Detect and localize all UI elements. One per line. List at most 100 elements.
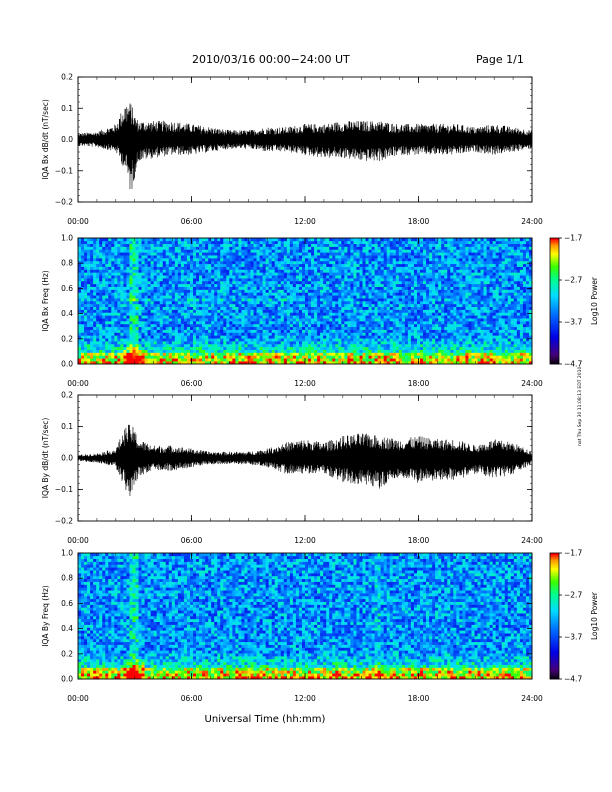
spectrogram-cell bbox=[368, 275, 372, 279]
spectrogram-cell bbox=[238, 272, 242, 276]
spectrogram-cell bbox=[114, 338, 118, 342]
spectrogram-cell bbox=[398, 252, 403, 256]
spectrogram-cell bbox=[202, 246, 206, 250]
spectrogram-cell bbox=[256, 341, 260, 345]
spectrogram-cell bbox=[87, 332, 91, 336]
spectrogram-cell bbox=[102, 272, 106, 276]
spectrogram-cell bbox=[292, 318, 297, 322]
spectrogram-cell bbox=[84, 352, 88, 356]
spectrogram-cell bbox=[401, 323, 406, 328]
spectrogram-cell bbox=[259, 321, 263, 325]
spectrogram-cell bbox=[262, 255, 266, 259]
spectrogram-cell bbox=[395, 326, 400, 330]
spectrogram-cell bbox=[153, 303, 157, 308]
spectrogram-cell bbox=[168, 266, 173, 270]
spectrogram-cell bbox=[404, 266, 409, 270]
spectrogram-cell bbox=[96, 289, 100, 293]
spectrogram-cell bbox=[123, 283, 127, 287]
spectrogram-cell bbox=[105, 298, 109, 302]
spectrogram-cell bbox=[301, 323, 306, 328]
spectrogram-cell bbox=[292, 246, 297, 250]
spectrogram-cell bbox=[410, 298, 415, 302]
spectrogram-cell bbox=[108, 266, 112, 270]
spectrogram-cell bbox=[117, 318, 121, 322]
spectrogram-cell bbox=[189, 346, 194, 350]
spectrogram-cell bbox=[407, 286, 412, 290]
spectrogram-cell bbox=[277, 315, 282, 319]
spectrogram-cell bbox=[87, 278, 91, 282]
spectrogram-cell bbox=[108, 260, 112, 265]
spectrogram-cell bbox=[138, 240, 142, 245]
spectrogram-cell bbox=[338, 355, 342, 359]
spectrogram-cell bbox=[141, 303, 145, 308]
spectrogram-cell bbox=[214, 361, 218, 365]
spectrogram-cell bbox=[126, 272, 130, 276]
spectrogram-cell bbox=[305, 243, 309, 247]
spectrogram-cell bbox=[335, 269, 339, 273]
spectrogram-cell bbox=[268, 263, 273, 267]
spectrogram-cell bbox=[199, 263, 203, 267]
spectrogram-cell bbox=[383, 289, 388, 293]
spectrogram-cell bbox=[268, 352, 273, 356]
spectrogram-cell bbox=[368, 278, 372, 282]
spectrogram-cell bbox=[135, 249, 139, 253]
spectrogram-cell bbox=[78, 335, 82, 339]
spectrogram-cell bbox=[120, 246, 124, 250]
spectrogram-cell bbox=[186, 335, 191, 339]
spectrogram-cell bbox=[105, 361, 109, 365]
spectrogram-cell bbox=[132, 240, 136, 245]
spectrogram-cell bbox=[147, 312, 151, 316]
spectrogram-cell bbox=[386, 329, 391, 333]
spectrogram-cell bbox=[265, 352, 269, 356]
spectrogram-cell bbox=[268, 258, 273, 262]
spectrogram-cell bbox=[193, 352, 197, 356]
spectrogram-cell bbox=[308, 321, 312, 325]
spectrogram-cell bbox=[314, 243, 318, 247]
spectrogram-cell bbox=[117, 266, 121, 270]
spectrogram-cell bbox=[332, 260, 336, 265]
spectrogram-cell bbox=[320, 295, 324, 299]
spectrogram-cell bbox=[353, 289, 357, 293]
spectrogram-cell bbox=[189, 298, 194, 302]
spectrogram-cell bbox=[262, 292, 266, 296]
spectrogram-cell bbox=[404, 343, 409, 348]
spectrogram-cell bbox=[147, 343, 151, 348]
spectrogram-cell bbox=[289, 292, 294, 296]
spectrogram-cell bbox=[295, 246, 300, 250]
spectrogram-cell bbox=[274, 306, 279, 310]
spectrogram-cell bbox=[168, 260, 173, 265]
spectrogram-cell bbox=[377, 349, 381, 353]
spectrogram-cell bbox=[247, 332, 251, 336]
spectrogram-cell bbox=[374, 355, 378, 359]
spectrogram-cell bbox=[283, 263, 288, 267]
spectrogram-cell bbox=[253, 280, 257, 285]
spectrogram-cell bbox=[111, 309, 115, 313]
spectrogram-cell bbox=[202, 361, 206, 365]
spectrogram-cell bbox=[320, 343, 324, 348]
spectrogram-cell bbox=[392, 361, 397, 365]
spectrogram-cell bbox=[202, 252, 206, 256]
spectrogram-cell bbox=[202, 318, 206, 322]
spectrogram-cell bbox=[144, 309, 148, 313]
spectrogram-cell bbox=[274, 286, 279, 290]
spectrogram-cell bbox=[407, 260, 412, 265]
spectrogram-cell bbox=[374, 326, 378, 330]
spectrogram-cell bbox=[308, 358, 312, 362]
spectrogram-cell bbox=[305, 321, 309, 325]
spectrogram-cell bbox=[165, 263, 170, 267]
spectrogram-cell bbox=[250, 246, 254, 250]
spectrogram-cell bbox=[295, 295, 300, 299]
spectrogram-cell bbox=[217, 352, 221, 356]
spectrogram-cell bbox=[186, 312, 191, 316]
spectrogram-cell bbox=[229, 243, 233, 247]
spectrogram-cell bbox=[141, 252, 145, 256]
spectrogram-cell bbox=[274, 321, 279, 325]
spectrogram-cell bbox=[262, 283, 266, 287]
spectrogram-cell bbox=[298, 329, 303, 333]
spectrogram-cell bbox=[141, 238, 145, 242]
spectrogram-cell bbox=[183, 338, 188, 342]
spectrogram-cell bbox=[344, 343, 348, 348]
y-tick-label: 0.2 bbox=[61, 73, 73, 82]
spectrogram-cell bbox=[347, 323, 351, 328]
spectrogram-cell bbox=[392, 243, 397, 247]
